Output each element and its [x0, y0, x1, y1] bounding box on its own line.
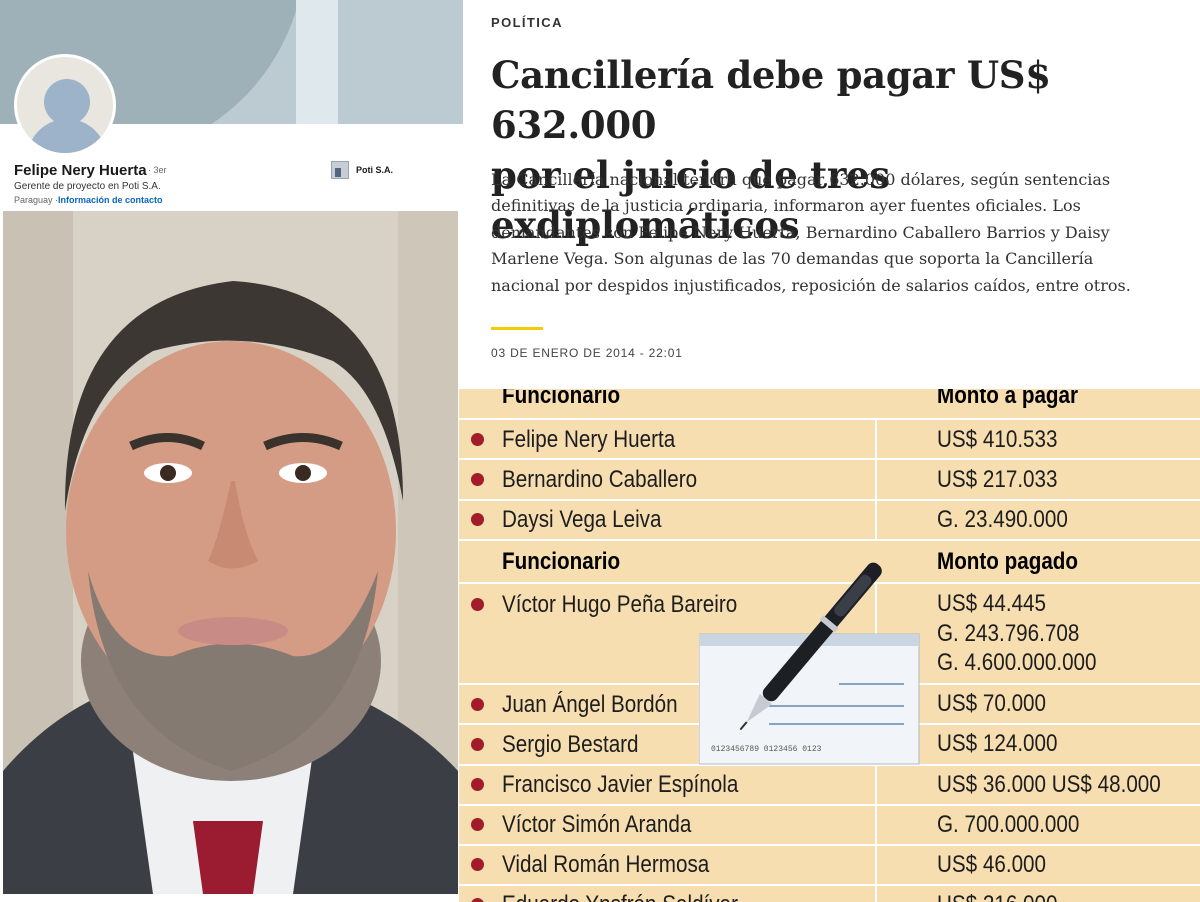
section-label[interactable]: POLÍTICA — [491, 15, 563, 30]
lead-line: nacional por despidos injustificados, re… — [491, 275, 1131, 295]
header-funcionario: Funcionario — [502, 389, 621, 409]
lead-line: La Cancillería nacional tendrá que pagar… — [491, 170, 1111, 189]
table-row-amount: G. 700.000.000 — [937, 811, 1080, 838]
check-digits: 0123456789 0123456 0123 — [711, 745, 822, 754]
payments-table: Funcionario Monto a pagar Felipe Nery Hu… — [459, 389, 1200, 902]
table-row-name: Vidal Román Hermosa — [502, 851, 710, 878]
table-row-name: Sergio Bestard — [502, 731, 639, 758]
profile-headline: Gerente de proyecto en Poti S.A. — [14, 181, 161, 192]
table-row-name: Juan Ángel Bordón — [502, 691, 678, 718]
table-row-name: Eduardo Ynsfrán Saldívar — [502, 891, 738, 902]
contact-info-link[interactable]: Información de contacto — [58, 195, 163, 205]
bullet-icon — [471, 698, 484, 711]
article-lead: La Cancillería nacional tendrá que pagar… — [491, 167, 1191, 299]
headline-line: por el juicio de tres exdiplomáticos — [491, 153, 890, 247]
profile-name[interactable]: Felipe Nery Huerta — [14, 162, 147, 179]
header-funcionario: Funcionario — [502, 548, 621, 575]
bullet-icon — [471, 778, 484, 791]
accent-rule — [491, 327, 543, 330]
article-date: 03 DE ENERO DE 2014 - 22:01 — [491, 346, 683, 360]
table-row-amount: US$ 410.533 — [937, 426, 1058, 453]
table-row-amount: G. 243.796.708 — [937, 620, 1080, 647]
header-monto-a-pagar: Monto a pagar — [937, 389, 1079, 409]
portrait-photo — [3, 211, 458, 894]
table-row-name: Daysi Vega Leiva — [502, 506, 662, 533]
header-monto-pagado: Monto pagado — [937, 548, 1079, 575]
avatar[interactable] — [14, 54, 116, 156]
table-row-amount: US$ 217.033 — [937, 466, 1058, 493]
bullet-icon — [471, 818, 484, 831]
lead-line: Marlene Vega. Son algunas de las 70 dema… — [491, 249, 1094, 269]
lead-line: demandantes son Felipe Nery Huerta, Bern… — [491, 222, 1110, 242]
headline-line: Cancillería debe pagar US$ 632.000 — [491, 53, 1051, 147]
lead-line: definitivas de la justicia ordinaria, in… — [491, 196, 1081, 216]
check-and-pen-illustration: 0123456789 0123456 0123 — [698, 519, 939, 774]
bullet-icon — [471, 858, 484, 871]
table-row-name: Bernardino Caballero — [502, 466, 698, 493]
company-logo-icon[interactable] — [331, 161, 349, 179]
table-row-name: Francisco Javier Espínola — [502, 771, 739, 798]
bullet-icon — [471, 513, 484, 526]
table-row-name: Víctor Hugo Peña Bareiro — [502, 591, 738, 618]
connection-degree: · 3er — [148, 165, 167, 175]
table-row-amount: G. 4.600.000.000 — [937, 649, 1097, 676]
profile-card: Felipe Nery Huerta · 3er Gerente de proy… — [0, 0, 463, 210]
profile-location: Paraguay · — [14, 195, 59, 205]
bullet-icon — [471, 473, 484, 486]
bullet-icon — [471, 738, 484, 751]
bullet-icon — [471, 433, 484, 446]
table-row-amount: US$ 124.000 — [937, 730, 1058, 757]
table-row-amount: G. 23.490.000 — [937, 506, 1068, 533]
table-row-amount: US$ 44.445 — [937, 590, 1047, 617]
column-divider — [875, 419, 877, 539]
table-row-amount: US$ 36.000 US$ 48.000 — [937, 771, 1161, 798]
bullet-icon — [471, 598, 484, 611]
table-row-amount: US$ 46.000 — [937, 851, 1047, 878]
company-name[interactable]: Poti S.A. — [356, 165, 394, 175]
table-row-name: Víctor Simón Aranda — [502, 811, 692, 838]
article-headline: Cancillería debe pagar US$ 632.000 por e… — [491, 50, 1191, 250]
table-row-amount: US$ 70.000 — [937, 690, 1047, 717]
bullet-icon — [471, 898, 484, 902]
table-row-amount: US$ 216.000 — [937, 890, 1057, 902]
table-row-name: Felipe Nery Huerta — [502, 426, 676, 453]
